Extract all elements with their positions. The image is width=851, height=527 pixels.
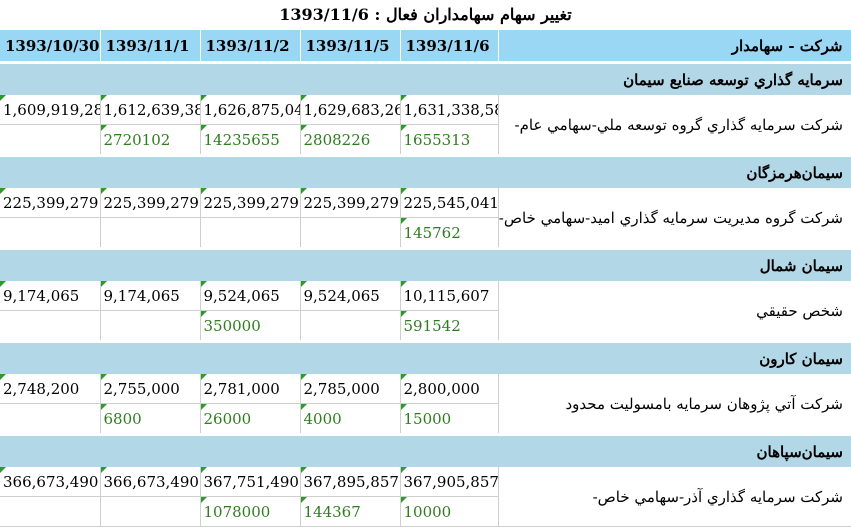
- share-count-cell: 225,399,279: [200, 188, 301, 218]
- share-count-cell: 9,174,065: [100, 281, 201, 311]
- share-change-cell: [100, 217, 201, 249]
- share-change-cell: [0, 124, 101, 156]
- company-shareholder-header: شركت - سهامدار: [498, 30, 851, 63]
- company-row: سيمان كارون: [0, 340, 851, 374]
- share-change-cell: 1655313: [400, 124, 499, 156]
- share-count-cell: 9,174,065: [0, 281, 101, 311]
- share-change-row: 6800 26000 4000 15000: [0, 403, 851, 435]
- share-count-cell: 225,399,279: [300, 188, 401, 218]
- shareholder-name: شركت سرمايه گذاري گروه توسعه ملي-سهامي ع…: [498, 95, 851, 156]
- share-count-cell: 1,609,919,284: [0, 95, 101, 125]
- share-change-cell: [0, 496, 101, 527]
- page-title: تغيير سهام سهامداران فعال : 1393/11/6: [279, 5, 572, 24]
- share-change-cell: 15000: [400, 403, 499, 435]
- date-header: 1393/11/1: [100, 30, 201, 63]
- share-count-cell: 9,524,065: [200, 281, 301, 311]
- shareholder-name: شركت آتي پژوهان سرمايه بامسوليت محدود: [498, 374, 851, 435]
- share-change-cell: 2808226: [300, 124, 401, 156]
- share-count-cell: 2,748,200: [0, 374, 101, 404]
- share-count-cell: 9,524,065: [300, 281, 401, 311]
- share-count-cell: 367,905,857: [400, 467, 499, 497]
- company-name: سيمان‌سپاهان: [0, 433, 851, 467]
- share-change-cell: [300, 310, 401, 342]
- date-header: 1393/10/30: [0, 30, 101, 63]
- share-change-cell: 591542: [400, 310, 499, 342]
- share-count-cell: 10,115,607: [400, 281, 499, 311]
- share-count-row: 2,748,200 2,755,000 2,781,000 2,785,000 2,80…: [0, 374, 851, 435]
- share-count-cell: 367,895,857: [300, 467, 401, 497]
- share-change-cell: 6800: [100, 403, 201, 435]
- share-count-cell: 225,399,279: [0, 188, 101, 218]
- share-change-cell: [0, 217, 101, 249]
- share-count-cell: 1,612,639,386: [100, 95, 201, 125]
- share-change-cell: 1078000: [200, 496, 301, 527]
- share-change-cell: 26000: [200, 403, 301, 435]
- share-count-cell: 225,399,279: [100, 188, 201, 218]
- share-count-cell: 366,673,490: [0, 467, 101, 497]
- share-change-cell: 10000: [400, 496, 499, 527]
- share-count-row: 9,174,065 9,174,065 9,524,065 9,524,065 10,1…: [0, 281, 851, 342]
- share-count-cell: 1,629,683,267: [300, 95, 401, 125]
- share-change-cell: [100, 496, 201, 527]
- company-name: سيمان‌هرمزگان: [0, 154, 851, 188]
- company-row: سرمايه گذاري توسعه صنايع سيمان: [0, 61, 851, 95]
- date-header: 1393/11/5: [300, 30, 401, 63]
- share-change-cell: [200, 217, 301, 249]
- share-change-cell: [0, 310, 101, 342]
- share-count-cell: 225,545,041: [400, 188, 499, 218]
- share-change-row: 350000 591542: [0, 310, 851, 342]
- share-count-cell: 2,785,000: [300, 374, 401, 404]
- share-count-row: 1,609,919,2841,612,639,3861,626,875,0411…: [0, 95, 851, 156]
- share-change-cell: 4000: [300, 403, 401, 435]
- share-count-cell: 1,631,338,580: [400, 95, 499, 125]
- shareholder-changes-table: 1393/10/30 1393/11/1 1393/11/2 1393/11/5…: [0, 30, 851, 527]
- company-row: سيمان‌سپاهان: [0, 433, 851, 467]
- share-count-row: 225,399,279 225,399,279 225,399,279 225,399…: [0, 188, 851, 249]
- share-count-row: 366,673,490 366,673,490 367,751,490 367,895…: [0, 467, 851, 527]
- shareholder-name: شركت گروه مديريت سرمايه گذاري اميد-سهامي…: [498, 188, 851, 249]
- shareholder-name: شركت سرمايه گذاري آذر-سهامي خاص-: [498, 467, 851, 527]
- share-change-cell: [100, 310, 201, 342]
- company-name: سيمان شمال: [0, 247, 851, 281]
- company-row: سيمان شمال: [0, 247, 851, 281]
- share-change-cell: [300, 217, 401, 249]
- share-change-cell: 2720102: [100, 124, 201, 156]
- share-count-cell: 2,800,000: [400, 374, 499, 404]
- share-change-cell: 14235655: [200, 124, 301, 156]
- share-change-row: 145762: [0, 217, 851, 249]
- company-name: سيمان كارون: [0, 340, 851, 374]
- date-header: 1393/11/2: [200, 30, 301, 63]
- share-change-cell: 350000: [200, 310, 301, 342]
- company-name: سرمايه گذاري توسعه صنايع سيمان: [0, 61, 851, 95]
- share-count-cell: 2,755,000: [100, 374, 201, 404]
- share-change-cell: [0, 403, 101, 435]
- share-change-cell: 144367: [300, 496, 401, 527]
- share-count-cell: 2,781,000: [200, 374, 301, 404]
- header-row: 1393/10/30 1393/11/1 1393/11/2 1393/11/5…: [0, 30, 851, 63]
- share-count-cell: 1,626,875,041: [200, 95, 301, 125]
- share-change-row: 2720102 14235655 2808226 1655313: [0, 124, 851, 156]
- company-row: سيمان‌هرمزگان: [0, 154, 851, 188]
- date-header: 1393/11/6: [400, 30, 499, 63]
- share-change-cell: 145762: [400, 217, 499, 249]
- share-count-cell: 367,751,490: [200, 467, 301, 497]
- shareholder-name: شخص حقيقي: [498, 281, 851, 342]
- share-count-cell: 366,673,490: [100, 467, 201, 497]
